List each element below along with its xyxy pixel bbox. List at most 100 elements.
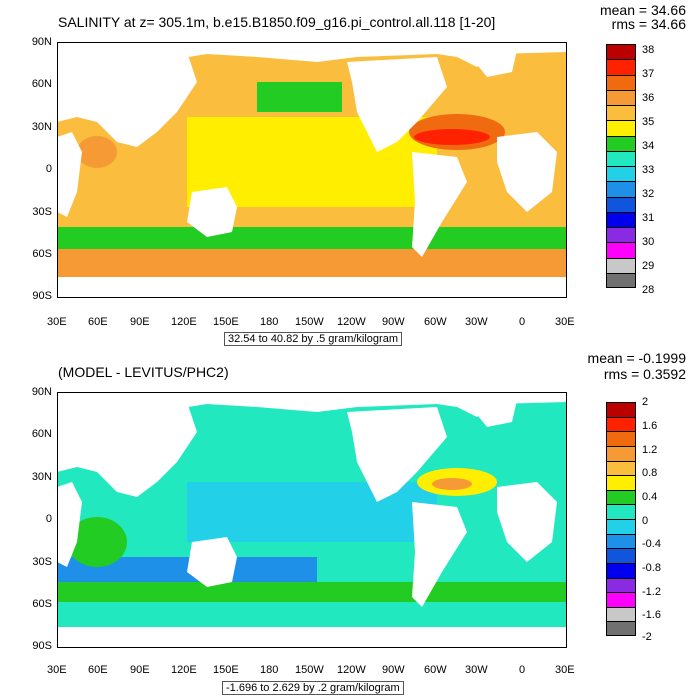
colorbar-label: 34 [642,140,655,152]
colorbar-swatch [606,211,636,227]
rms-label: rms = 34.66 [611,16,686,32]
colorbar-label: 30 [642,236,655,248]
colorbar-swatch [606,475,636,490]
colorbar-label: -1.2 [642,586,661,598]
colorbar-swatch [606,74,636,90]
y-tick: 60N [31,78,52,90]
southern-ocean-lower-band [57,249,567,277]
y-tick: 30N [31,121,52,133]
mean-label: mean = 34.66 [599,2,686,18]
south-america-land [412,502,467,607]
y-tick: 30S [32,556,52,568]
y-tick: 30N [31,471,52,483]
x-tick: 30E [555,664,575,676]
y-tick: 60S [32,248,52,260]
x-tick: 30W [465,664,488,676]
x-tick: 180 [260,316,279,328]
colorbar-swatch [606,562,636,578]
colorbar-swatch [606,166,636,182]
colorbar [606,402,636,636]
x-tick: 90W [382,316,405,328]
colorbar-swatch [606,257,636,273]
y-tick: 90N [31,386,52,398]
rms-label: rms = 0.3592 [603,366,686,382]
colorbar-swatch [606,445,636,461]
colorbar-swatch [606,519,636,534]
colorbar-swatch [606,489,636,505]
x-tick: 120W [337,664,366,676]
africa-land [57,482,82,567]
colorbar-swatch [606,416,636,432]
colorbar-swatch [606,272,636,288]
colorbar-label: 1.2 [642,444,658,456]
x-tick: 150E [213,664,239,676]
colorbar-swatch [606,44,636,60]
australia-land [187,537,237,587]
colorbar-swatches [606,402,636,636]
x-tick: 60E [88,316,108,328]
colorbar-label: -0.4 [642,538,661,550]
southern-ocean-green-band [57,227,567,249]
colorbar-swatch [606,606,636,622]
x-tick: 150W [295,316,324,328]
x-tick: 30E [47,664,67,676]
north-pacific-green [257,82,342,112]
colorbar-swatch [606,59,636,75]
north-america-land [347,407,447,502]
north-america-land [347,57,447,152]
range-note: -1.696 to 2.629 by .2 gram/kilogram [222,681,404,695]
colorbar-swatch [606,431,636,446]
x-tick: 90E [130,316,150,328]
colorbar-label: -1.6 [642,609,661,621]
colorbar-swatch [606,460,636,476]
greenland-land [467,50,517,77]
north-atlantic-orange [432,478,472,490]
colorbar-label: 38 [642,44,655,56]
colorbar-swatch [606,135,636,151]
x-tick: 0 [519,664,526,676]
colorbar-label: 37 [642,68,655,80]
colorbar-label: 0 [642,515,649,527]
colorbar-swatch [606,105,636,121]
asia-land [57,52,197,147]
x-tick-labels: 30E 60E 90E 120E 150E 180 150W 120W 90W … [47,664,575,678]
x-tick-labels: 30E 60E 90E 120E 150E 180 150W 120W 90W … [47,316,575,330]
x-tick: 90E [130,664,150,676]
x-tick: 90W [382,664,405,676]
colorbar-label: 0.4 [642,491,658,503]
antarctica-land [57,627,567,648]
chart-title: SALINITY at z= 305.1m, b.e15.B1850.f09_g… [58,14,496,30]
colorbar-label: 2 [642,396,649,408]
arabian-sea-orange [77,136,117,168]
salinity-map [57,42,567,298]
africa-east-land [497,482,557,562]
africa-land [57,132,82,217]
colorbar-label: 28 [642,284,655,296]
x-tick: 30E [47,316,67,328]
x-tick: 60W [424,316,447,328]
y-tick: 90N [31,36,52,48]
colorbar-label: -2 [642,631,652,643]
difference-map [57,392,567,648]
colorbar-swatch [606,196,636,212]
chart-title: (MODEL - LEVITUS/PHC2) [58,364,229,380]
y-tick: 90S [32,640,52,652]
y-tick: 90S [32,290,52,302]
y-tick: 60S [32,598,52,610]
x-tick: 60W [424,664,447,676]
colorbar-swatch [606,548,636,563]
colorbar-label: 33 [642,164,655,176]
colorbar-swatch [606,242,636,258]
x-tick: 120E [171,664,197,676]
colorbar-swatch [606,227,636,243]
y-tick: 60N [31,428,52,440]
south-america-land [412,152,467,257]
colorbar-swatches [606,44,636,288]
range-note: 32.54 to 40.82 by .5 gram/kilogram [224,332,402,346]
mean-label: mean = -0.1999 [587,350,686,366]
colorbar-swatch [606,621,636,636]
africa-east-land [497,132,557,212]
colorbar-swatch [606,402,636,417]
y-tick: 0 [45,513,52,525]
x-tick: 30W [465,316,488,328]
